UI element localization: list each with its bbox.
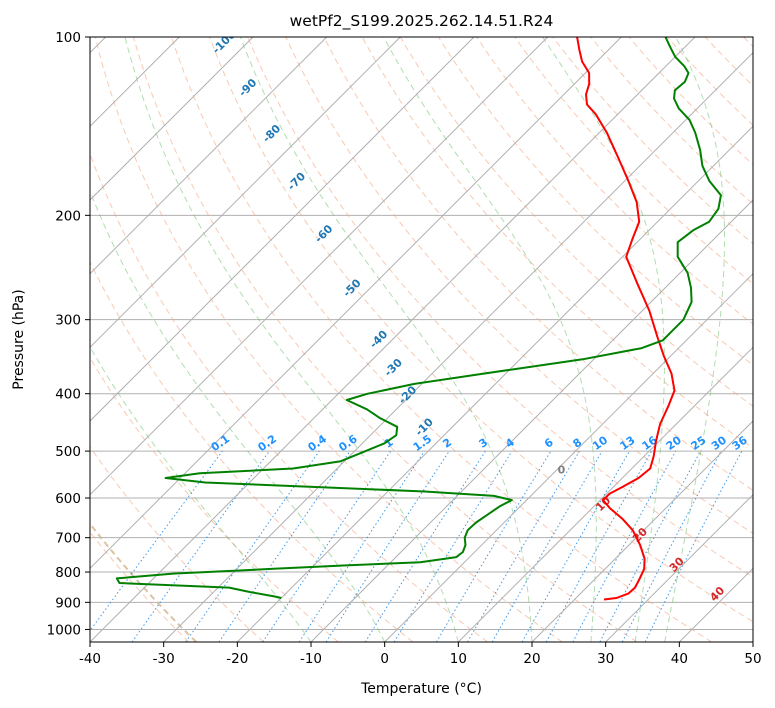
temperature-line (576, 37, 676, 601)
x-tick-label: 0 (380, 651, 389, 667)
isotherm-lines (90, 37, 753, 642)
x-tick-label: -30 (153, 651, 175, 667)
isotherm-line (90, 37, 549, 496)
y-axis-ticks: 100 200 300 400 500 600 700 800 900 1000 (47, 30, 90, 638)
x-tick-label: -40 (79, 651, 101, 667)
x-tick-label: -20 (226, 651, 248, 667)
isotherm-line (163, 51, 753, 642)
x-axis-label: Temperature (°C) (360, 681, 482, 697)
y-axis-label: Pressure (hPa) (11, 289, 27, 389)
dry-adiabat-line (94, 37, 563, 642)
dry-adiabat-line (285, 37, 753, 535)
y-tick-label: 1000 (47, 622, 81, 638)
mixing-ratio-line (218, 450, 351, 642)
dry-adiabat-line (171, 37, 712, 642)
moist-adiabat-line (542, 37, 665, 642)
moist-adiabat-line (383, 37, 597, 642)
x-tick-label: -10 (300, 651, 322, 667)
mixing-ratio-line (262, 450, 392, 642)
isotherm-line (605, 493, 753, 642)
dry-adiabat-line (90, 446, 264, 642)
x-tick-label: 10 (450, 651, 467, 667)
y-tick-label: 700 (55, 531, 81, 547)
dry-adiabat-line (209, 37, 753, 623)
isotherm-line (457, 346, 753, 642)
moist-adiabat-line (90, 189, 386, 642)
x-tick-label: 20 (523, 651, 540, 667)
y-tick-label: 200 (55, 208, 81, 224)
isotherm-line (90, 37, 622, 570)
x-axis-ticks: -40 -30 -20 -10 0 10 20 30 40 50 (79, 642, 762, 667)
dewpoint-line (115, 37, 722, 599)
y-tick-label: 600 (55, 491, 81, 507)
dry-adiabat-line (90, 260, 414, 642)
moist-adiabat-line (239, 37, 533, 642)
isotherm-line (90, 37, 475, 422)
dry-adiabat-line (323, 37, 753, 491)
y-tick-label: 300 (55, 313, 81, 329)
moist-adiabat-line (124, 37, 459, 642)
isotherm-line (310, 199, 753, 642)
y-tick-label: 500 (55, 444, 81, 460)
mixing-ratio-line (298, 450, 425, 642)
isotherm-line (90, 37, 328, 275)
y-tick-label: 900 (55, 595, 81, 611)
isotherm-line (90, 37, 401, 349)
mixing-ratio-line (644, 450, 743, 642)
dry-adiabat-line (514, 37, 753, 285)
chart-title: wetPf2_S199.2025.262.14.51.R24 (290, 12, 554, 31)
dry-adiabat-line (90, 356, 339, 642)
x-tick-label: 30 (597, 651, 614, 667)
mixing-ratio-line (545, 450, 653, 642)
moist-adiabats (90, 37, 726, 642)
isotherm-line (90, 37, 696, 642)
x-tick-label: 50 (744, 651, 761, 667)
y-tick-label: 400 (55, 387, 81, 403)
y-tick-label: 800 (55, 565, 81, 581)
sounding-series (115, 37, 722, 601)
isotherm-line (90, 37, 254, 201)
dry-adiabat-line (476, 37, 753, 325)
mixing-ratio-line (185, 450, 320, 642)
mixing-ratio-line (572, 450, 677, 642)
mixing-ratio-line (521, 450, 630, 642)
mixing-ratio-line (131, 450, 270, 642)
moist-adiabat-line (664, 37, 726, 642)
moist-adiabat-label: 0 (558, 463, 566, 476)
isotherm-line (384, 272, 753, 642)
x-tick-label: 40 (671, 651, 688, 667)
moist-adiabat-line (90, 345, 312, 642)
mixing-ratio-line (90, 450, 223, 632)
isotherm-line (531, 420, 753, 642)
plot-frame (89, 36, 754, 643)
dry-adiabat-line (132, 37, 638, 642)
isotherm-line (236, 125, 753, 642)
y-tick-label: 100 (55, 30, 81, 46)
